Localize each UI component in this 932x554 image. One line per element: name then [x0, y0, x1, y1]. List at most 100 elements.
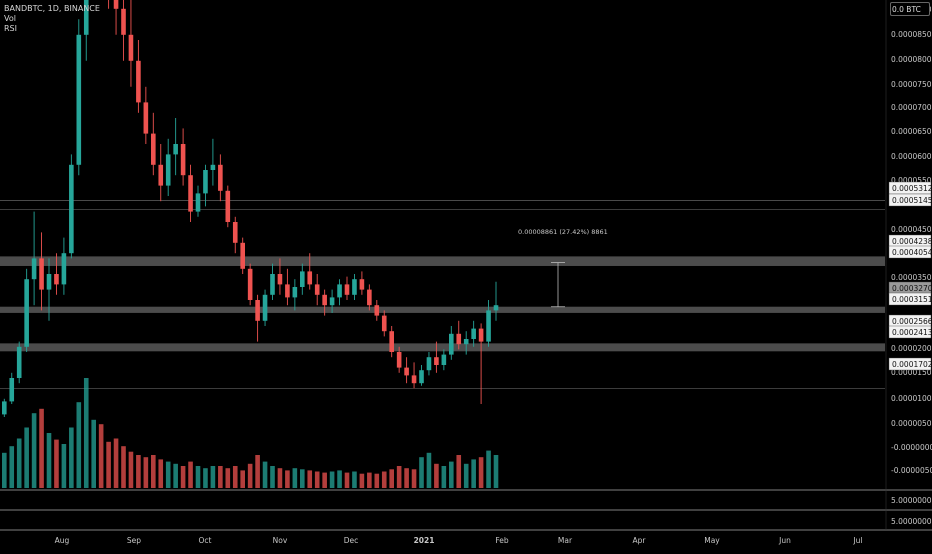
candle-body [285, 284, 290, 298]
price-tick-label: -0.000005000 [891, 466, 932, 475]
price-tick-label: 0.000055000 [891, 176, 932, 185]
volume-bar [486, 450, 491, 488]
candle-body [240, 242, 245, 269]
price-tick-label: 0.000085000 [891, 30, 932, 39]
price-tick-label: 0.000015000 [891, 368, 932, 377]
time-tick-label: Jul [852, 536, 862, 545]
candle-body [456, 333, 462, 345]
candle-body [359, 279, 365, 290]
volume-bar [396, 466, 402, 488]
candle-body [434, 357, 439, 365]
candle-body [337, 284, 342, 298]
price-tick-label: -0.00000000 [891, 443, 932, 452]
price-tick-label: 0.000075000 [891, 80, 932, 89]
volume-bar [232, 466, 238, 488]
price-tag [888, 193, 932, 207]
candle-body [314, 284, 320, 295]
horizontal-line-layer [0, 0, 932, 531]
price-tick-label: 0.000020000 [891, 344, 932, 353]
time-axis[interactable]: Aug Sep Oct Nov Dec 2021 Feb Mar Apr May Jun Jul [55, 536, 863, 545]
volume-bar [441, 466, 447, 488]
candle-body [329, 297, 335, 306]
volume-bar [225, 468, 231, 488]
volume-bar [143, 457, 149, 488]
time-tick-label: May [704, 536, 720, 545]
volume-bar [270, 466, 275, 488]
candle-body [374, 305, 380, 316]
price-tag [888, 325, 932, 339]
sr-zone-0 [0, 256, 885, 266]
volume-bar [277, 468, 283, 488]
volume-bar [314, 471, 320, 488]
volume-bar [98, 424, 104, 488]
price-tick-label: 0.000060000 [891, 152, 932, 161]
volume-bar [374, 473, 380, 488]
candle-body [203, 170, 208, 194]
candle-body [471, 328, 476, 339]
candle-body [31, 258, 37, 280]
price-tick-label: 0.000005000 [891, 419, 932, 428]
volume-bar [16, 438, 22, 488]
volume-bar [344, 472, 350, 488]
volume-bar [240, 470, 245, 488]
volume-bar [54, 439, 59, 488]
candle-body [128, 34, 134, 61]
measure-tool[interactable]: 0.00008861 (27.42%) 8861 [518, 228, 608, 308]
candle-body [218, 164, 223, 191]
time-tick-label: Dec [344, 536, 359, 545]
candle-body [173, 144, 178, 155]
volume-bar [456, 455, 462, 488]
price-tag [888, 292, 932, 306]
price-tick-label: 0.000070000 [891, 103, 932, 112]
candle-body [255, 300, 260, 321]
candle-body [486, 310, 491, 342]
candle-body [270, 274, 275, 295]
candle-body [404, 367, 409, 376]
time-tick-label: Apr [633, 536, 647, 545]
price-axis[interactable]: 0.0000900000.0000850000.0000800000.00007… [891, 5, 932, 526]
candle-body [463, 339, 469, 345]
candle-body [16, 346, 22, 378]
candle-body [9, 378, 15, 402]
candle-body [136, 60, 141, 103]
candle-body [411, 375, 417, 384]
candle-body [158, 164, 164, 186]
candle-body [121, 8, 126, 35]
candle-body [441, 354, 447, 365]
candle-body [493, 305, 499, 311]
price-tick-label: 0.000065000 [891, 127, 932, 136]
time-tick-label: Jun [778, 536, 791, 545]
price-tag-text: 0.00053124 [892, 184, 932, 193]
rsi-tick-label: 5.00000000 [891, 517, 932, 526]
candle-body [210, 164, 216, 170]
volume-legend: Vol [4, 14, 16, 23]
candle-body [54, 274, 59, 285]
volume-bar [151, 455, 156, 488]
volume-bar [9, 446, 15, 488]
candle-body [195, 193, 201, 212]
volume-bar [165, 461, 171, 488]
volume-bar [210, 466, 216, 488]
candle-body [39, 258, 44, 290]
candle-body [262, 294, 268, 321]
price-tick-label: 0.000010000 [891, 394, 932, 403]
candle-body [247, 268, 253, 300]
volume-bar [46, 433, 52, 488]
volume-bar [411, 469, 417, 488]
candle-body [46, 274, 52, 290]
volume-bar [262, 461, 268, 488]
currency-badge[interactable]: 0.0 BTC [890, 2, 930, 16]
volume-bar [121, 446, 126, 488]
candle-body [61, 253, 67, 285]
volume-bar [285, 470, 290, 488]
volume-bar [76, 402, 82, 488]
volume-bar [404, 468, 409, 488]
candle-body [300, 271, 305, 287]
price-tag [888, 357, 932, 371]
volume-layer [2, 378, 499, 488]
price-tick-label: 0.000045000 [891, 225, 932, 234]
